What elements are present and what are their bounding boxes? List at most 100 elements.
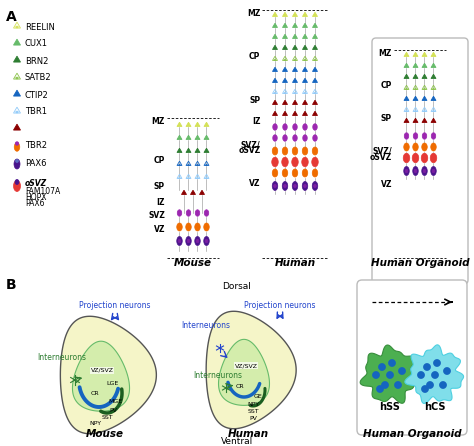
Text: BRN2: BRN2: [25, 57, 48, 66]
Polygon shape: [422, 63, 427, 67]
Polygon shape: [13, 56, 20, 62]
Ellipse shape: [195, 210, 200, 216]
Polygon shape: [292, 45, 298, 50]
Ellipse shape: [313, 124, 317, 130]
Ellipse shape: [302, 147, 308, 155]
Ellipse shape: [431, 143, 436, 151]
Ellipse shape: [404, 143, 409, 151]
Polygon shape: [404, 74, 409, 78]
Polygon shape: [273, 111, 277, 116]
Ellipse shape: [376, 385, 383, 392]
Polygon shape: [186, 148, 191, 153]
Text: oSVZ: oSVZ: [238, 146, 261, 155]
Polygon shape: [431, 74, 436, 78]
Ellipse shape: [205, 239, 208, 243]
Polygon shape: [273, 78, 277, 83]
Text: CP: CP: [381, 81, 392, 90]
Text: Projection neurons: Projection neurons: [79, 301, 151, 310]
Ellipse shape: [177, 210, 182, 216]
Polygon shape: [302, 78, 308, 83]
Text: Ventral: Ventral: [221, 437, 253, 446]
Ellipse shape: [403, 153, 410, 163]
Ellipse shape: [272, 147, 278, 155]
Polygon shape: [302, 111, 308, 116]
Ellipse shape: [284, 92, 286, 94]
Ellipse shape: [284, 59, 286, 61]
Ellipse shape: [282, 157, 288, 167]
Polygon shape: [219, 339, 270, 405]
Ellipse shape: [430, 153, 437, 163]
Text: PV: PV: [249, 416, 257, 421]
Text: CUX1: CUX1: [25, 40, 48, 49]
Ellipse shape: [432, 169, 435, 173]
Ellipse shape: [186, 210, 191, 216]
Ellipse shape: [424, 88, 425, 90]
Polygon shape: [312, 45, 318, 50]
Polygon shape: [186, 135, 191, 140]
Text: VZ: VZ: [249, 179, 261, 188]
Polygon shape: [292, 111, 298, 116]
Ellipse shape: [204, 236, 209, 245]
Ellipse shape: [413, 133, 418, 139]
Polygon shape: [413, 96, 418, 100]
Text: Interneurons: Interneurons: [37, 353, 86, 362]
Ellipse shape: [15, 179, 19, 185]
Ellipse shape: [414, 169, 417, 173]
Ellipse shape: [14, 159, 20, 169]
Text: VZ/SVZ: VZ/SVZ: [91, 368, 113, 373]
Text: SATB2: SATB2: [25, 74, 52, 83]
Ellipse shape: [386, 372, 393, 379]
Ellipse shape: [16, 26, 18, 28]
Ellipse shape: [187, 239, 190, 243]
Text: IZ: IZ: [252, 117, 261, 126]
Polygon shape: [283, 78, 288, 83]
Polygon shape: [292, 34, 298, 38]
Polygon shape: [283, 12, 288, 17]
Polygon shape: [273, 34, 277, 38]
Text: GE: GE: [254, 394, 263, 399]
Text: PAX6: PAX6: [25, 158, 46, 168]
Polygon shape: [195, 122, 200, 127]
Polygon shape: [302, 34, 308, 38]
Ellipse shape: [186, 223, 191, 231]
Ellipse shape: [303, 135, 307, 141]
Ellipse shape: [292, 182, 298, 190]
Ellipse shape: [314, 92, 316, 94]
Ellipse shape: [394, 381, 401, 388]
Ellipse shape: [431, 166, 436, 175]
Text: PAX6: PAX6: [25, 199, 45, 208]
Ellipse shape: [272, 169, 278, 177]
Text: SVZ/: SVZ/: [373, 147, 392, 156]
Polygon shape: [413, 74, 418, 78]
Polygon shape: [200, 190, 204, 194]
Polygon shape: [283, 23, 288, 28]
Text: Projection neurons: Projection neurons: [244, 301, 316, 310]
Ellipse shape: [195, 236, 200, 245]
Ellipse shape: [16, 77, 18, 79]
Text: MZ: MZ: [379, 49, 392, 58]
Polygon shape: [404, 63, 409, 67]
FancyBboxPatch shape: [357, 280, 467, 435]
Ellipse shape: [424, 110, 425, 112]
Text: CP: CP: [249, 52, 261, 61]
Polygon shape: [312, 67, 318, 71]
Polygon shape: [302, 100, 308, 104]
Polygon shape: [273, 23, 277, 28]
Ellipse shape: [274, 92, 276, 94]
Text: Dorsal: Dorsal: [223, 282, 251, 291]
FancyBboxPatch shape: [372, 38, 468, 284]
Polygon shape: [195, 148, 200, 153]
Polygon shape: [413, 63, 418, 67]
Ellipse shape: [373, 372, 380, 379]
Text: TBR2: TBR2: [25, 141, 47, 150]
Polygon shape: [273, 100, 277, 104]
Text: B: B: [6, 278, 17, 292]
Ellipse shape: [404, 166, 409, 175]
Ellipse shape: [313, 135, 317, 141]
Text: MGE: MGE: [108, 399, 122, 404]
Ellipse shape: [196, 239, 199, 243]
Text: oSVZ: oSVZ: [25, 179, 47, 188]
Ellipse shape: [405, 169, 408, 173]
Polygon shape: [292, 12, 298, 17]
Polygon shape: [312, 78, 318, 83]
